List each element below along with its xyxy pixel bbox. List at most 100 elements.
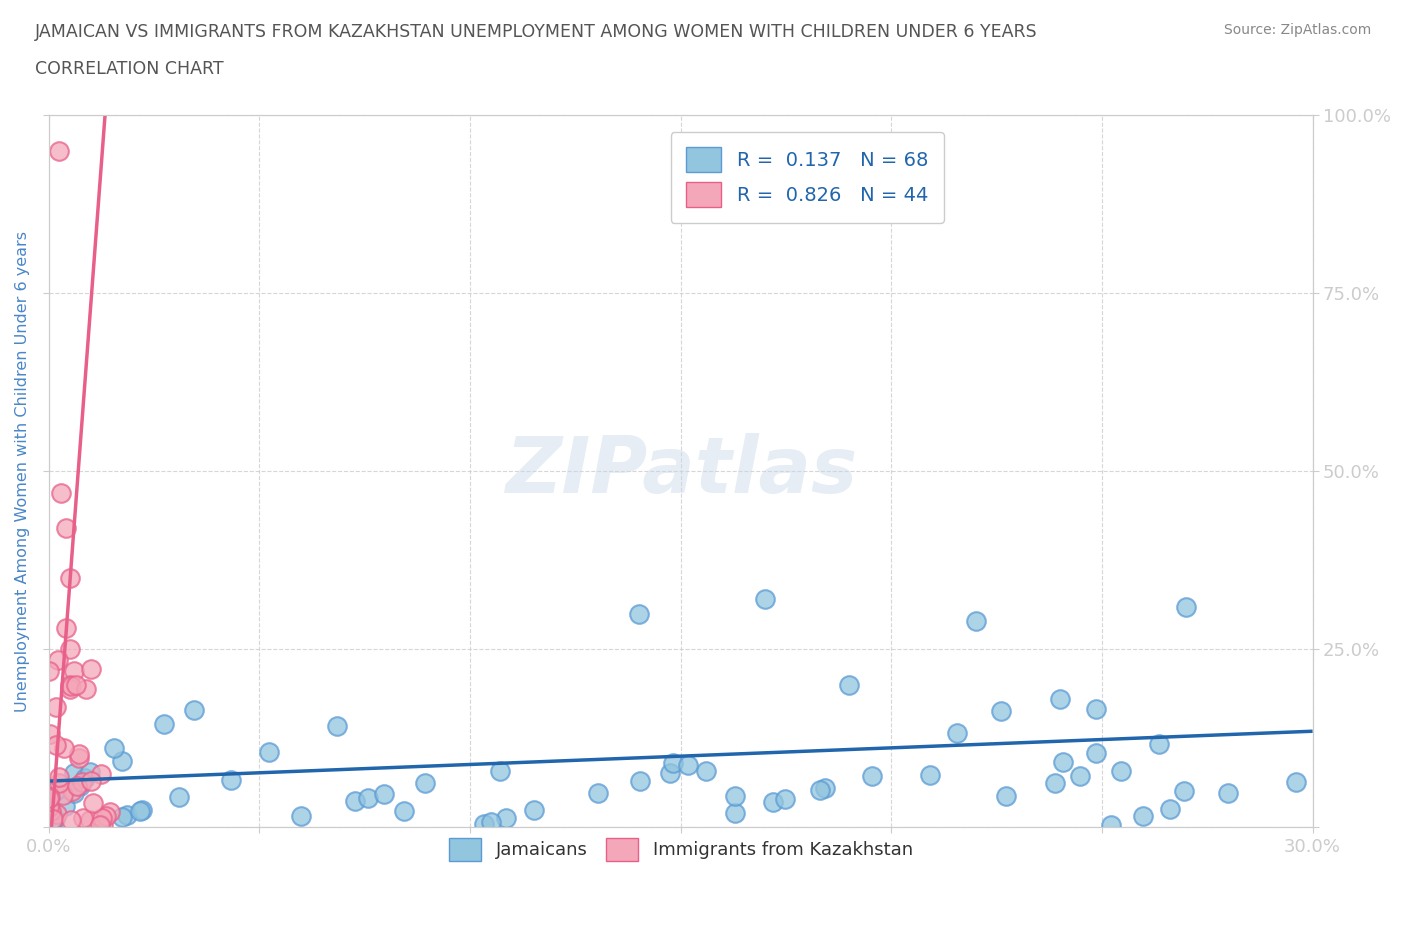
Point: [965, 614, 987, 629]
Point: [1173, 784, 1195, 799]
Point: [1132, 809, 1154, 824]
Point: [90, 766, 112, 781]
Point: [72, 811, 94, 826]
Point: [52, 787, 75, 802]
Point: [38, 790, 60, 805]
Point: [628, 774, 651, 789]
Point: [472, 817, 495, 831]
Point: [1085, 746, 1108, 761]
Point: [103, 740, 125, 755]
Text: ZIPatlas: ZIPatlas: [505, 433, 856, 510]
Point: [82, 796, 104, 811]
Point: [79, 764, 101, 779]
Point: [72, 775, 94, 790]
Point: [69, 746, 91, 761]
Point: [695, 764, 717, 778]
Point: [1109, 764, 1132, 778]
Point: [67, 751, 90, 765]
Point: [89, 817, 111, 832]
Point: [357, 790, 380, 805]
Point: [131, 803, 153, 817]
Point: [80, 662, 103, 677]
Point: [344, 794, 367, 809]
Point: [658, 766, 681, 781]
Point: [495, 810, 517, 825]
Point: [48, 653, 70, 668]
Y-axis label: Unemployment Among Women with Children Under 6 years: Unemployment Among Women with Children U…: [15, 231, 30, 711]
Legend: Jamaicans, Immigrants from Kazakhstan: Jamaicans, Immigrants from Kazakhstan: [441, 830, 920, 869]
Point: [1069, 769, 1091, 784]
Point: [42, 812, 65, 827]
Point: [59, 678, 82, 693]
Point: [98, 804, 121, 819]
Text: JAMAICAN VS IMMIGRANTS FROM KAZAKHSTAN UNEMPLOYMENT AMONG WOMEN WITH CHILDREN UN: JAMAICAN VS IMMIGRANTS FROM KAZAKHSTAN U…: [35, 23, 1038, 41]
Point: [60, 783, 83, 798]
Point: [75, 682, 97, 697]
Point: [523, 803, 546, 817]
Point: [38, 800, 60, 815]
Point: [38, 664, 60, 679]
Point: [48, 770, 70, 785]
Point: [808, 782, 831, 797]
Point: [48, 143, 70, 158]
Point: [115, 808, 138, 823]
Point: [66, 779, 89, 794]
Point: [479, 815, 502, 830]
Point: [290, 808, 312, 823]
Point: [45, 699, 67, 714]
Point: [1285, 774, 1308, 789]
Point: [1159, 802, 1181, 817]
Point: [183, 702, 205, 717]
Point: [838, 677, 860, 692]
Point: [762, 795, 785, 810]
Point: [63, 786, 86, 801]
Point: [723, 789, 745, 804]
Point: [920, 767, 942, 782]
Point: [1052, 754, 1074, 769]
Point: [1049, 692, 1071, 707]
Point: [91, 818, 114, 833]
Point: [39, 804, 62, 818]
Point: [44, 811, 66, 826]
Point: [59, 571, 82, 586]
Point: [75, 771, 97, 786]
Point: [39, 817, 62, 831]
Point: [413, 776, 436, 790]
Point: [152, 717, 174, 732]
Point: [392, 804, 415, 818]
Point: [52, 740, 75, 755]
Point: [59, 642, 82, 657]
Point: [129, 804, 152, 818]
Point: [724, 805, 747, 820]
Point: [53, 799, 76, 814]
Point: [39, 790, 62, 805]
Point: [773, 791, 796, 806]
Point: [51, 485, 73, 500]
Point: [59, 677, 82, 692]
Point: [1175, 599, 1198, 614]
Point: [80, 774, 103, 789]
Point: [63, 663, 86, 678]
Point: [373, 786, 395, 801]
Point: [45, 807, 67, 822]
Point: [79, 813, 101, 828]
Point: [169, 790, 191, 805]
Point: [1147, 737, 1170, 752]
Point: [325, 718, 347, 733]
Point: [59, 682, 82, 697]
Point: [1043, 776, 1066, 790]
Point: [814, 781, 837, 796]
Point: [1084, 701, 1107, 716]
Point: [45, 737, 67, 752]
Point: [110, 753, 132, 768]
Point: [69, 778, 91, 793]
Point: [59, 813, 82, 828]
Point: [63, 766, 86, 781]
Point: [586, 785, 609, 800]
Point: [995, 789, 1018, 804]
Point: [219, 773, 242, 788]
Point: [39, 727, 62, 742]
Point: [1216, 786, 1239, 801]
Point: [990, 704, 1012, 719]
Point: [44, 784, 66, 799]
